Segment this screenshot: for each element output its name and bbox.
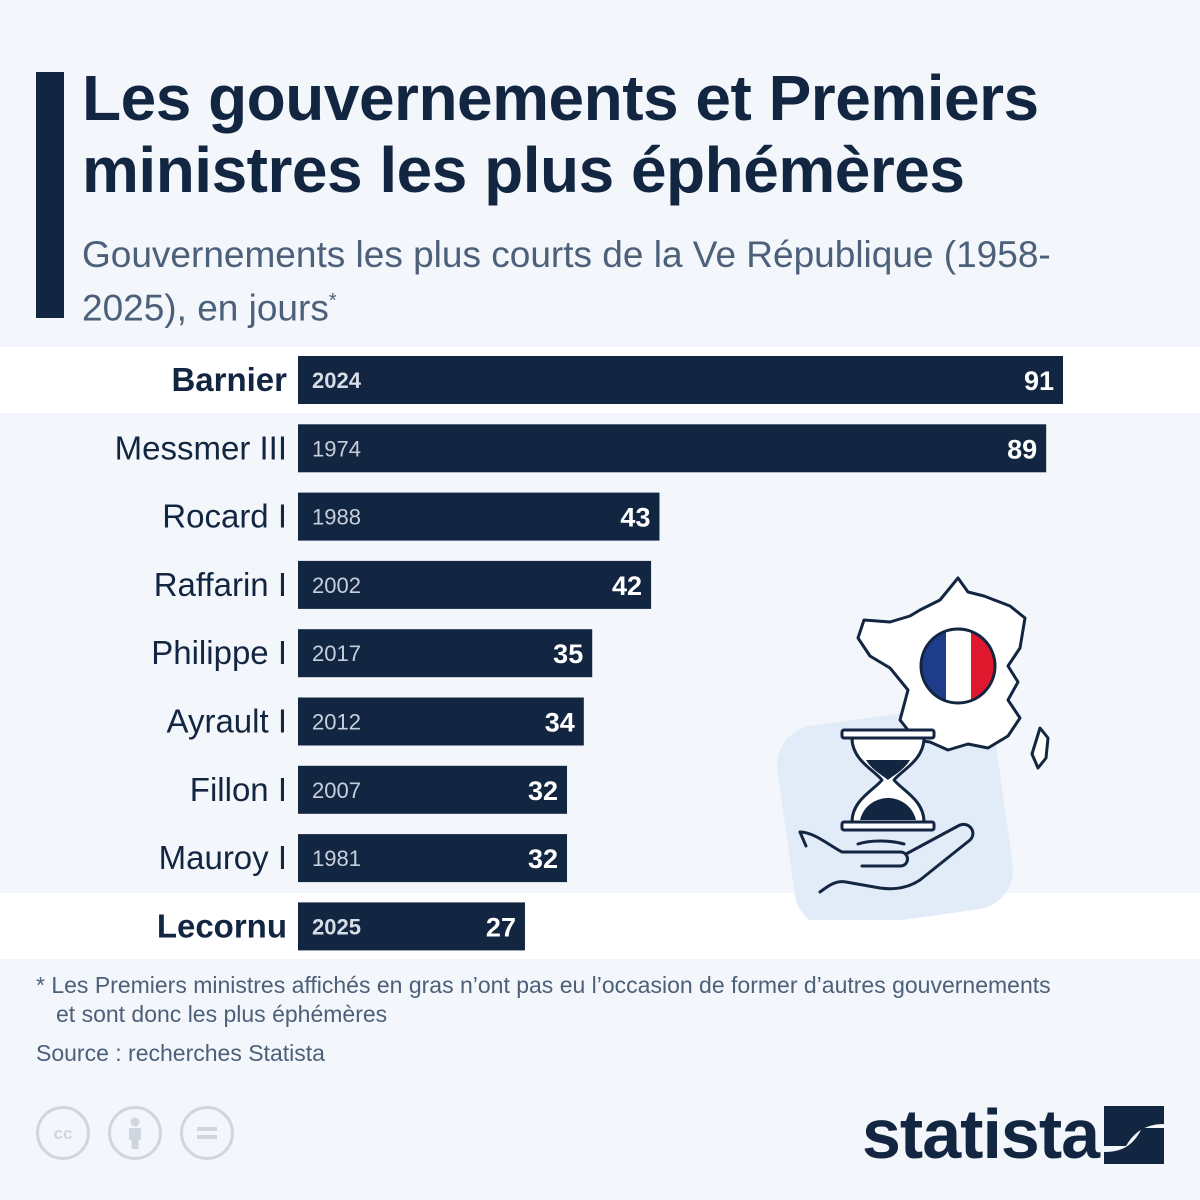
category-label: Ayrault I [167,703,287,740]
illustration [777,576,1050,920]
brand-name: statista [862,1095,1100,1173]
svg-text:cc: cc [54,1124,73,1143]
year-label: 2002 [312,573,361,598]
value-label: 32 [528,844,558,874]
category-label: Lecornu [157,907,287,944]
attribution-icon[interactable] [108,1106,162,1160]
bar [298,902,525,951]
year-label: 2007 [312,778,361,803]
year-label: 2012 [312,710,361,735]
subtitle-footnote-marker: * [328,290,337,312]
title-accent-bar [36,72,64,318]
category-label: Rocard I [162,498,287,535]
statista-brand[interactable]: statista [862,1098,1172,1170]
source-text: Source : recherches Statista [36,1040,325,1066]
hourglass-icon [840,728,936,832]
category-label: Barnier [171,361,287,398]
hand-icon [798,823,975,894]
year-label: 1974 [312,436,361,461]
bar [298,697,584,746]
french-flag-icon [919,627,997,705]
statista-logo-icon [1104,1106,1164,1164]
value-label: 35 [553,639,583,669]
page-title: Les gouvernements et Premiers ministres … [82,62,1039,206]
highlight-row-lecornu [0,893,1200,959]
bar [298,356,1063,404]
category-label: Mauroy I [159,839,287,876]
bar [298,629,593,678]
bar [298,492,660,541]
year-label: 2025 [312,914,361,939]
year-label: 1981 [312,846,361,871]
footnote: * Les Premiers ministres affichés en gra… [36,972,1051,1027]
category-label: Messmer III [115,429,287,466]
value-label: 89 [1007,434,1037,464]
year-label: 2017 [312,641,361,666]
year-label: 2024 [312,368,362,393]
value-label: 91 [1024,366,1054,396]
value-label: 42 [612,571,642,601]
bar [298,834,568,883]
category-label: Raffarin I [154,566,287,603]
value-label: 34 [545,708,575,738]
bar [298,560,652,609]
subtitle-text: Gouvernements les plus courts de la Ve R… [82,234,1051,329]
bar [298,765,568,814]
page-subtitle: Gouvernements les plus courts de la Ve R… [82,232,1082,331]
no-derivatives-icon[interactable] [180,1106,234,1160]
value-label: 32 [528,776,558,806]
year-label: 1988 [312,505,361,530]
category-label: Philippe I [151,634,287,671]
cc-icon[interactable]: cc [36,1106,90,1160]
value-label: 27 [486,912,516,942]
bar [298,424,1047,473]
category-label: Fillon I [190,771,287,808]
value-label: 43 [620,503,650,533]
